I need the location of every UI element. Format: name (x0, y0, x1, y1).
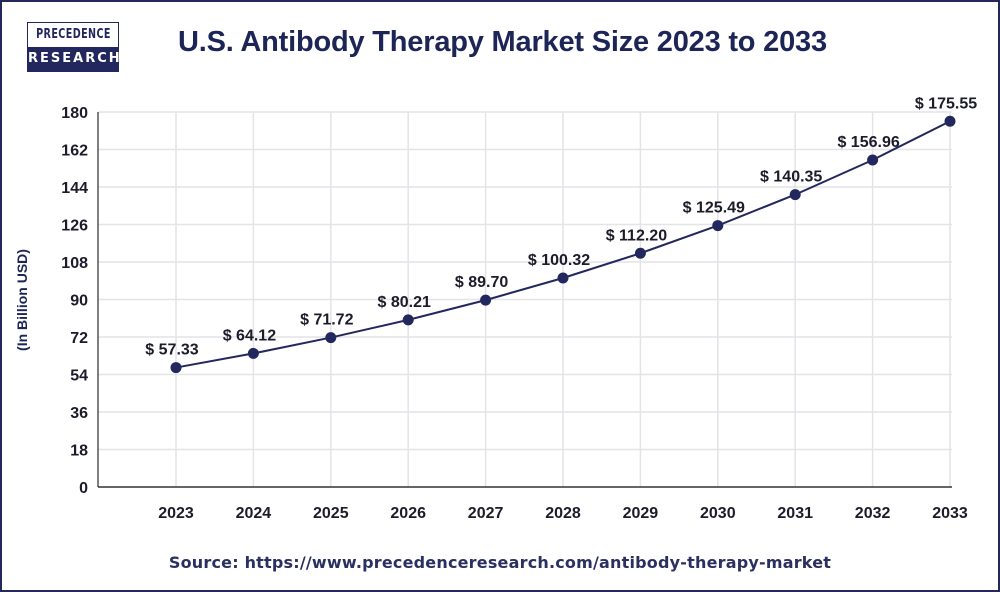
logo-bottom-text: RESEARCH (28, 47, 120, 71)
y-tick-label: 144 (61, 180, 88, 197)
x-tick-label: 2026 (390, 505, 426, 522)
data-point (402, 314, 414, 326)
source-note: Source: https://www.precedenceresearch.c… (168, 553, 832, 572)
data-label: $ 64.12 (223, 327, 276, 344)
gridlines (98, 111, 952, 487)
x-tick-label: 2029 (623, 505, 659, 522)
data-label: $ 175.55 (915, 95, 977, 112)
y-tick-label: 18 (70, 443, 88, 460)
axes (97, 112, 952, 488)
chart-title: U.S. Antibody Therapy Market Size 2023 t… (178, 26, 827, 58)
data-label: $ 125.49 (683, 200, 745, 217)
y-tick-label: 54 (70, 368, 88, 385)
x-tick-label: 2032 (855, 505, 891, 522)
data-label: $ 112.20 (606, 227, 668, 244)
data-point (247, 347, 259, 359)
data-point (325, 332, 337, 344)
y-tick-labels: 0 18 36 54 72 90 108 126 144 162 180 (61, 105, 88, 497)
data-label: $ 156.96 (837, 134, 899, 151)
data-point (712, 220, 724, 232)
data-point (480, 294, 492, 306)
data-label: $ 71.72 (300, 312, 353, 329)
data-label: $ 57.33 (145, 342, 198, 359)
x-tick-label: 2031 (777, 505, 813, 522)
data-label: $ 80.21 (378, 294, 431, 311)
y-tick-label: 36 (70, 405, 88, 422)
precedence-research-logo: PRECEDENCE RESEARCH (27, 22, 120, 72)
y-tick-label: 162 (61, 143, 88, 160)
x-tick-label: 2025 (313, 505, 349, 522)
logo-top-text: PRECEDENCE (36, 23, 110, 47)
data-point (789, 189, 801, 201)
y-tick-label: 108 (61, 255, 88, 272)
x-tick-label: 2023 (158, 505, 194, 522)
x-tick-label: 2033 (932, 505, 968, 522)
x-tick-labels: 2023 2024 2025 2026 2027 2028 2029 2030 2031 2032… (158, 505, 968, 522)
y-tick-label: 72 (70, 330, 88, 347)
y-tick-label: 126 (61, 218, 88, 235)
x-tick-label: 2024 (236, 505, 272, 522)
x-tick-label: 2028 (545, 505, 581, 522)
data-point (944, 115, 956, 127)
x-tick-label: 2027 (468, 505, 504, 522)
data-label: $ 89.70 (455, 274, 508, 291)
y-tick-label: 0 (79, 480, 88, 497)
data-label: $ 140.35 (760, 169, 822, 186)
y-tick-label: 180 (61, 105, 88, 122)
x-tick-label: 2030 (700, 505, 736, 522)
data-point (557, 272, 569, 284)
data-point (634, 247, 646, 259)
y-tick-label: 90 (70, 293, 88, 310)
data-label: $ 100.32 (528, 252, 590, 269)
data-point (867, 154, 879, 166)
data-point (170, 362, 182, 374)
data-points (170, 115, 956, 374)
data-labels: $ 57.33 $ 64.12 $ 71.72 $ 80.21 $ 89.70 $ 100… (145, 95, 977, 358)
